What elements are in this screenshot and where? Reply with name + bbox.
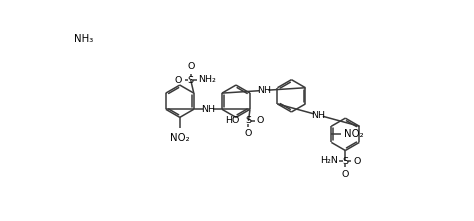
Text: O: O — [175, 76, 182, 85]
Text: NH: NH — [201, 105, 215, 114]
Text: S: S — [342, 157, 348, 166]
Text: NH₃: NH₃ — [74, 34, 93, 44]
Text: S: S — [188, 76, 194, 85]
Text: NH₂: NH₂ — [199, 75, 216, 84]
Text: O: O — [342, 170, 349, 179]
Text: O: O — [187, 62, 194, 71]
Text: NH: NH — [257, 86, 271, 95]
Text: H₂N: H₂N — [320, 156, 337, 165]
Text: HO: HO — [226, 116, 240, 125]
Text: NO₂: NO₂ — [344, 129, 363, 139]
Text: NO₂: NO₂ — [170, 133, 190, 143]
Text: O: O — [354, 157, 361, 166]
Text: O: O — [257, 116, 264, 125]
Text: S: S — [246, 116, 252, 125]
Text: O: O — [245, 129, 252, 138]
Text: NH: NH — [311, 110, 325, 120]
